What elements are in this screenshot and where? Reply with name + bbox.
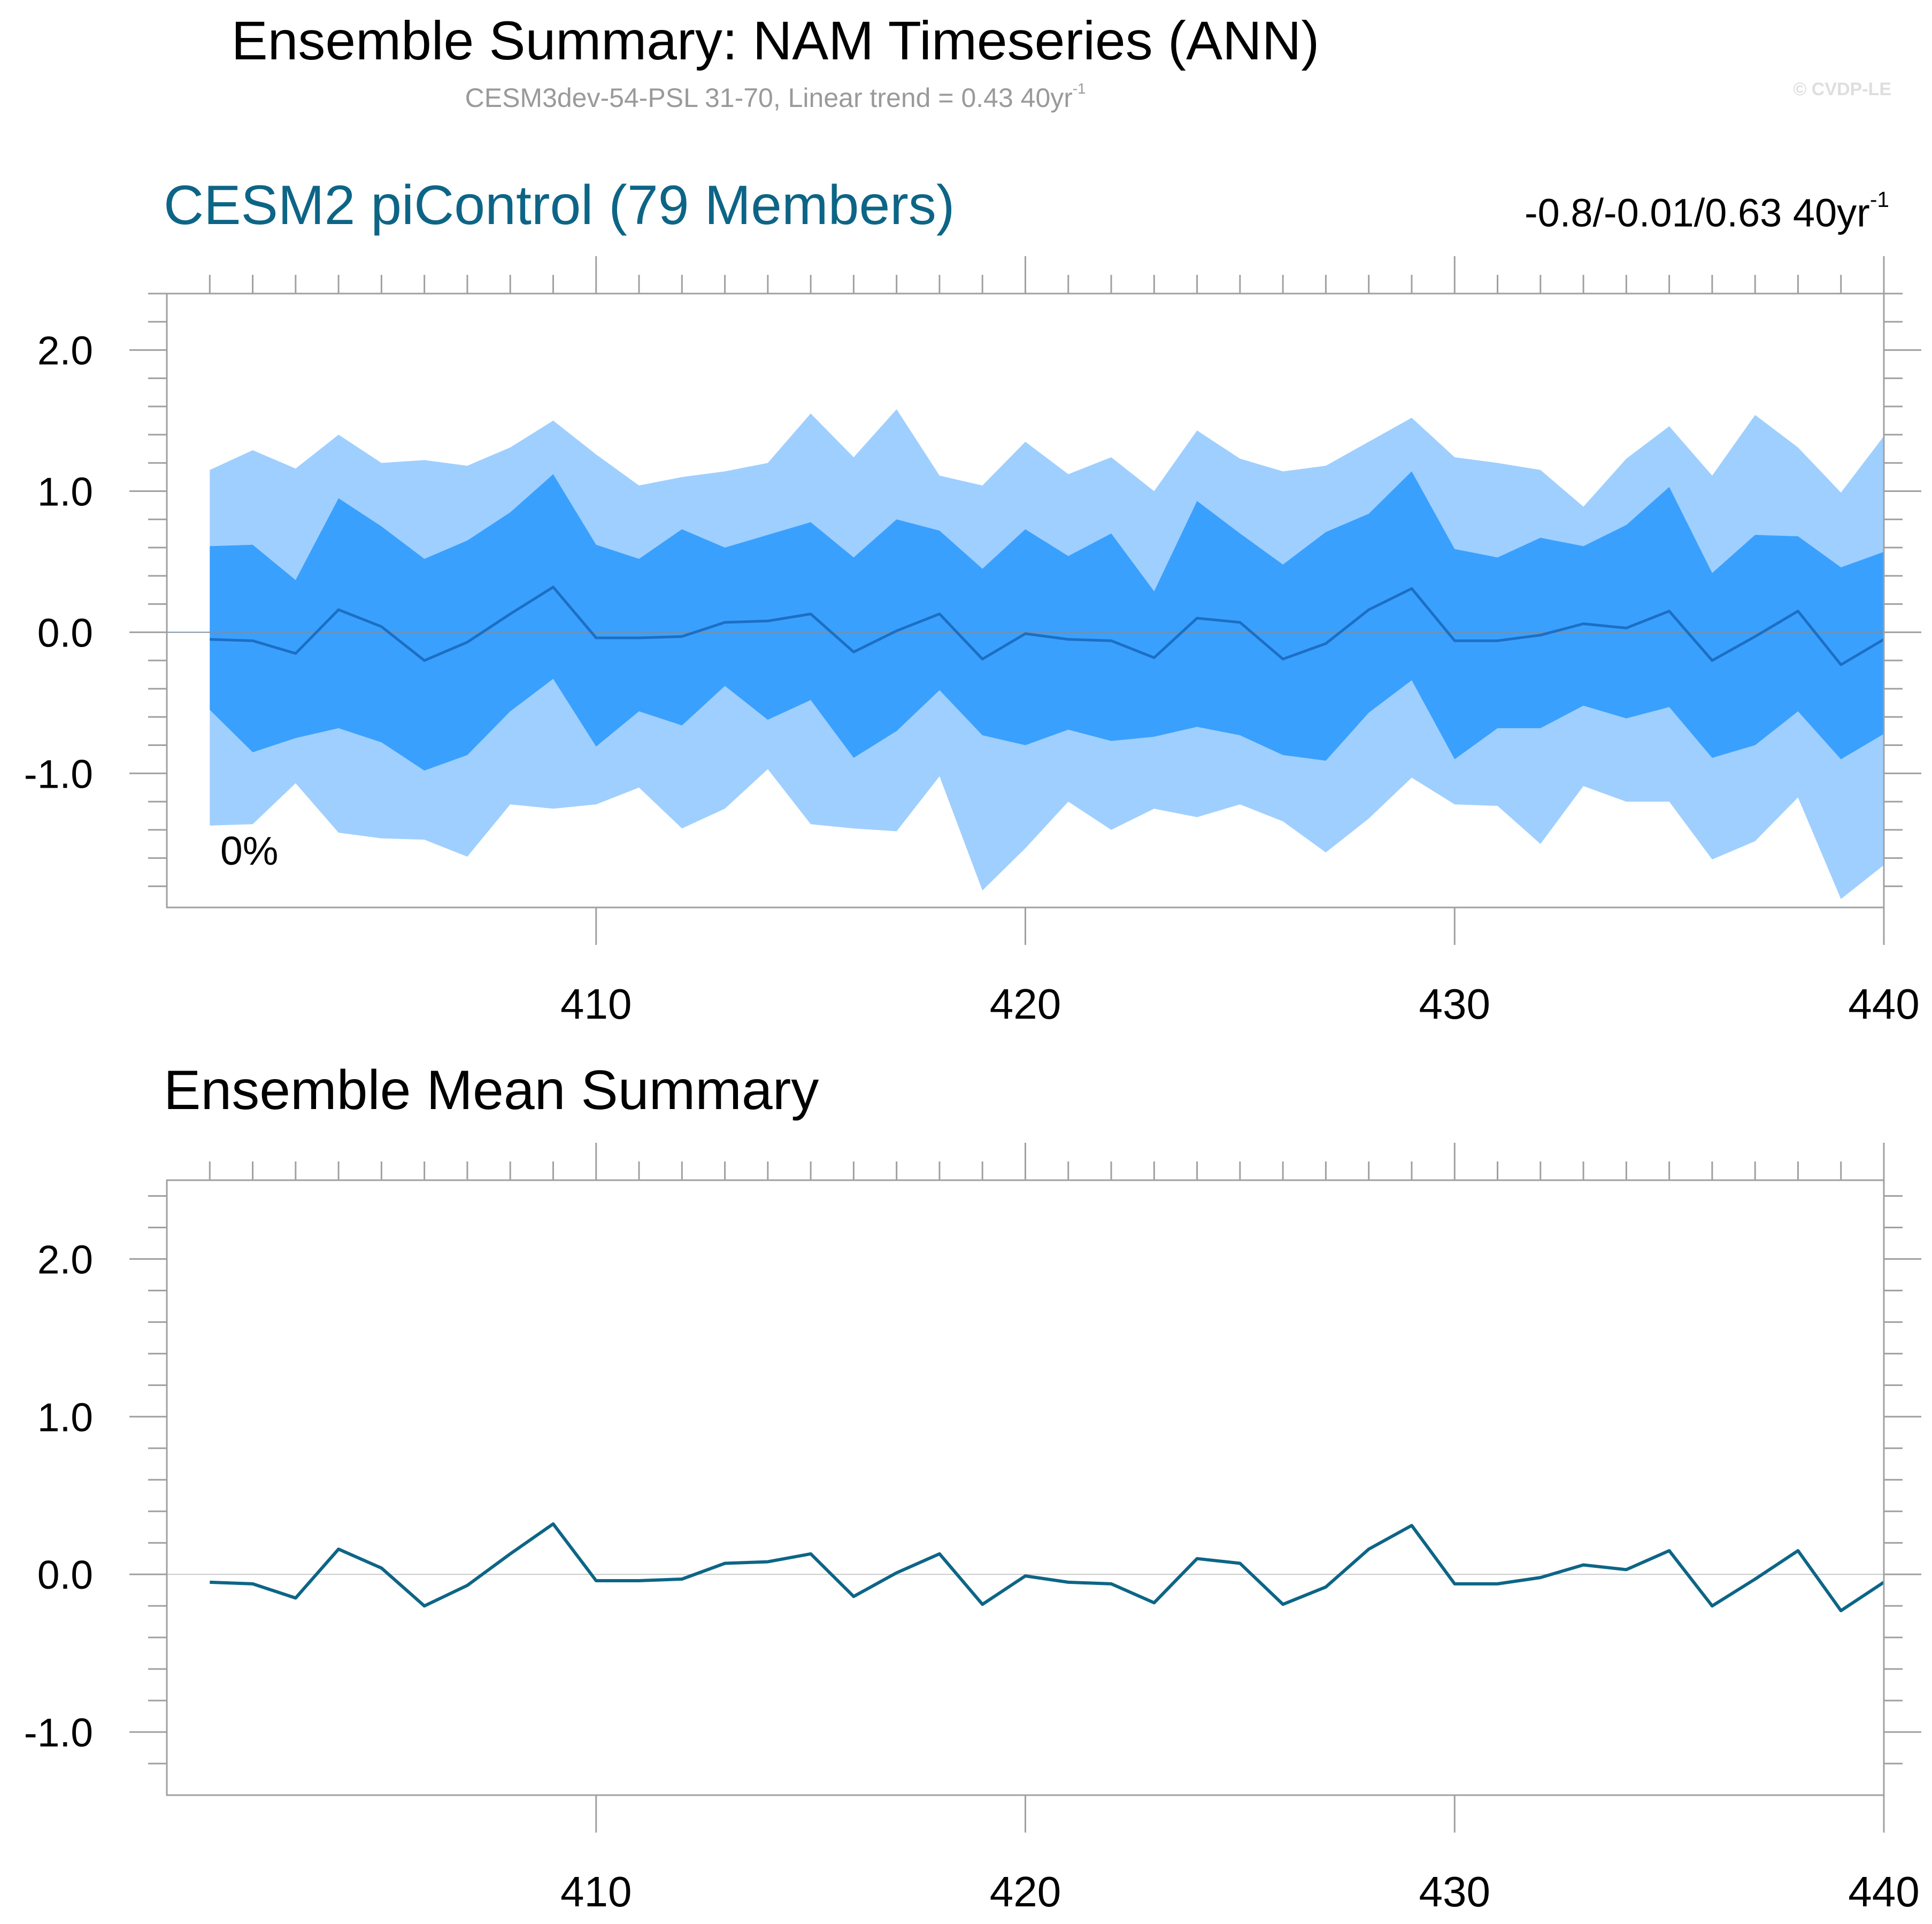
panel2-x-tick-label: 410 (560, 1868, 632, 1915)
panel1-x-tick-label: 430 (1419, 980, 1490, 1028)
subtitle-exponent: -1 (1072, 80, 1086, 97)
panel1-y-tick-label: 2.0 (37, 328, 93, 373)
panel2-y-tick-label: 0.0 (37, 1552, 93, 1597)
panel1-mean-line (210, 586, 1885, 666)
panel1-y-tick-label: 1.0 (37, 469, 93, 514)
panel2-plot: 410 420 430 440 -1.0 0.0 1.0 2.0 (24, 1143, 1921, 1915)
panel2-x-tick-label: 440 (1848, 1868, 1919, 1915)
panel1-y-tick-label: 0.0 (37, 610, 93, 655)
panel2-y-tick-label: 1.0 (37, 1395, 93, 1440)
panel1-annotation: 0% (220, 828, 278, 873)
panel2-y-tick-label: 2.0 (37, 1237, 93, 1282)
panel1-trend-stats: -0.8/-0.01/0.63 40yr-1 (1525, 187, 1889, 236)
subtitle: CESM3dev-54-PSL 31-70, Linear trend = 0.… (0, 80, 1551, 113)
panel2-mean-line (210, 1522, 1885, 1612)
panel2-y-tick-label: -1.0 (24, 1710, 93, 1755)
subtitle-text: CESM3dev-54-PSL 31-70, Linear trend = 0.… (465, 82, 1073, 113)
panel1-title: CESM2 piControl (79 Members) (164, 174, 955, 236)
panel2-x-tick-label: 430 (1419, 1868, 1490, 1915)
panel1-inner-band (210, 471, 1884, 771)
panel1-x-tick-label: 410 (560, 980, 632, 1028)
panel1-trend-exponent: -1 (1869, 187, 1889, 212)
panel2-x-tick-label: 420 (990, 1868, 1061, 1915)
panel2-frame (166, 1179, 1885, 1796)
copyright-label: © CVDP-LE (1793, 79, 1891, 99)
panel1-y-tick-label: -1.0 (24, 751, 93, 796)
panel1-plot: 410 420 430 440 -1.0 0.0 1.0 2.0 0% (24, 256, 1921, 1028)
panel1-trend-text: -0.8/-0.01/0.63 40yr (1524, 190, 1870, 235)
panel1-x-tick-label: 420 (990, 980, 1061, 1028)
panel2-title: Ensemble Mean Summary (164, 1059, 819, 1121)
main-title: Ensemble Summary: NAM Timeseries (ANN) (231, 10, 1320, 71)
panel1-x-tick-label: 440 (1848, 980, 1919, 1028)
